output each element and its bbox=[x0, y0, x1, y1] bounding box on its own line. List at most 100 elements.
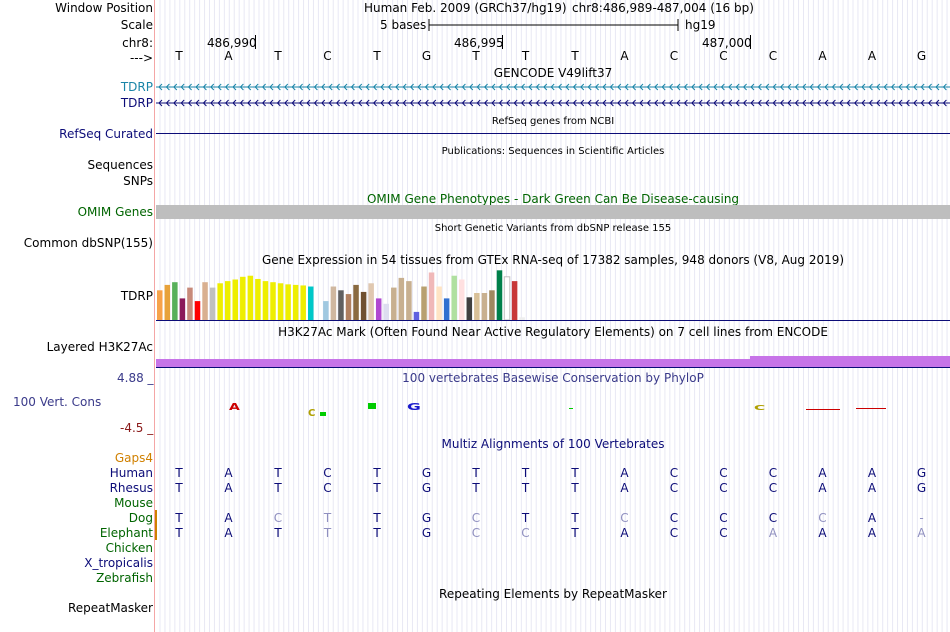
strand-arrow bbox=[528, 99, 533, 107]
gencode-transcript-2[interactable] bbox=[156, 98, 950, 108]
window-position[interactable]: chr8:486,989-487,004 (16 bp) bbox=[572, 1, 754, 15]
scale-bar bbox=[428, 19, 679, 31]
strand-arrow bbox=[713, 83, 718, 91]
strand-arrow bbox=[765, 99, 770, 107]
gencode-item-1-label[interactable]: TDRP bbox=[120, 80, 153, 94]
gtex-tissue-bar bbox=[413, 311, 420, 320]
strand-arrow bbox=[594, 99, 599, 107]
strand-arrow bbox=[631, 83, 636, 91]
aligned-base: A bbox=[224, 511, 233, 525]
gencode-item-2-label[interactable]: TDRP bbox=[120, 96, 153, 110]
strand-arrow bbox=[920, 99, 925, 107]
publications-sequences-label[interactable]: Sequences bbox=[87, 158, 153, 172]
strand-arrow bbox=[232, 83, 237, 91]
strand-arrow bbox=[728, 83, 733, 91]
phylop-logo[interactable]: A C G C bbox=[156, 398, 950, 422]
strand-arrow bbox=[395, 99, 400, 107]
dbsnp-title: Short Genetic Variants from dbSNP releas… bbox=[434, 223, 672, 234]
strand-arrow bbox=[624, 99, 629, 107]
species-label-human[interactable]: Human bbox=[109, 466, 153, 480]
strand-arrow bbox=[691, 83, 696, 91]
strand-arrow bbox=[432, 83, 437, 91]
strand-arrow bbox=[387, 83, 392, 91]
multiz-gaps-label[interactable]: Gaps4 bbox=[114, 451, 153, 465]
strand-arrow bbox=[491, 99, 496, 107]
strand-arrow bbox=[698, 83, 703, 91]
strand-arrow bbox=[350, 99, 355, 107]
gtex-tissue-bar bbox=[436, 286, 442, 320]
gtex-tissue-bar bbox=[406, 281, 412, 320]
strand-arrow bbox=[572, 83, 577, 91]
aligned-base: A bbox=[867, 466, 877, 480]
strand-arrow bbox=[787, 83, 792, 91]
strand-arrow bbox=[284, 83, 289, 91]
strand-arrow bbox=[165, 83, 170, 91]
gencode-transcript-1[interactable] bbox=[156, 82, 950, 92]
phylop-logo-t3 bbox=[368, 403, 376, 409]
strand-arrow bbox=[831, 83, 836, 91]
phylop-logo-a1: A bbox=[229, 401, 241, 412]
aligned-base: A bbox=[818, 466, 827, 480]
strand-arrow bbox=[269, 83, 274, 91]
species-label-mouse[interactable]: Mouse bbox=[114, 496, 153, 510]
species-label-dog[interactable]: Dog bbox=[128, 511, 153, 525]
phylop-logo-t2 bbox=[320, 412, 326, 416]
aligned-base: C bbox=[669, 511, 679, 525]
aligned-base: A bbox=[620, 526, 629, 540]
aligned-base: T bbox=[175, 526, 183, 540]
gencode-title: GENCODE V49lift37 bbox=[493, 66, 613, 80]
strand-arrow bbox=[683, 83, 688, 91]
strand-arrow bbox=[358, 99, 363, 107]
gtex-expression-chart[interactable] bbox=[156, 266, 950, 321]
aligned-base: C bbox=[620, 511, 629, 525]
aligned-base: T bbox=[274, 466, 282, 480]
strand-arrow bbox=[483, 83, 488, 91]
h3k27ac-signal-left[interactable] bbox=[156, 359, 750, 367]
species-label-chicken[interactable]: Chicken bbox=[105, 541, 153, 555]
refseq-label[interactable]: RefSeq Curated bbox=[59, 127, 153, 141]
refseq-gene-line[interactable] bbox=[156, 133, 950, 134]
species-label-rhesus[interactable]: Rhesus bbox=[109, 481, 153, 495]
gtex-tissue-bar bbox=[232, 279, 238, 320]
strand-arrow bbox=[173, 83, 178, 91]
aligned-base: T bbox=[175, 466, 183, 480]
repeatmasker-label[interactable]: RepeatMasker bbox=[67, 601, 153, 615]
strand-arrow bbox=[868, 99, 873, 107]
strand-arrow bbox=[439, 83, 444, 91]
species-label-x_tropicalis[interactable]: X_tropicalis bbox=[84, 556, 153, 570]
strand-arrow bbox=[210, 99, 215, 107]
species-label-elephant[interactable]: Elephant bbox=[99, 526, 153, 540]
omim-phenotype-bar[interactable] bbox=[156, 205, 950, 219]
strand-arrow bbox=[617, 99, 622, 107]
strand-arrow bbox=[661, 83, 666, 91]
strand-arrow bbox=[454, 99, 459, 107]
strand-arrow bbox=[313, 99, 318, 107]
reference-base: T bbox=[175, 49, 183, 63]
strand-arrow bbox=[927, 83, 932, 91]
strand-arrow bbox=[269, 99, 274, 107]
strand-arrow bbox=[261, 99, 266, 107]
gtex-tissue-bar bbox=[255, 278, 261, 320]
strand-arrow bbox=[572, 99, 577, 107]
strand-arrow bbox=[794, 83, 799, 91]
strand-arrow bbox=[631, 99, 636, 107]
strand-arrow bbox=[402, 99, 407, 107]
h3k27ac-signal-right[interactable] bbox=[750, 356, 950, 367]
gtex-tissue-bar bbox=[323, 301, 329, 320]
refseq-title: RefSeq genes from NCBI bbox=[491, 116, 615, 127]
dbsnp-label[interactable]: Common dbSNP(155) bbox=[23, 236, 153, 250]
aligned-base: T bbox=[274, 526, 282, 540]
gtex-label[interactable]: TDRP bbox=[120, 289, 153, 303]
h3k27ac-label[interactable]: Layered H3K27Ac bbox=[46, 340, 153, 354]
gtex-tissue-bar bbox=[194, 301, 201, 320]
phylop-label[interactable]: 100 Vert. Cons bbox=[13, 395, 102, 409]
species-label-zebrafish[interactable]: Zebrafish bbox=[96, 571, 153, 585]
omim-label[interactable]: OMIM Genes bbox=[77, 205, 153, 219]
strand-arrow bbox=[646, 83, 651, 91]
strand-arrow bbox=[876, 83, 881, 91]
assembly-name[interactable]: Human Feb. 2009 (GRCh37/hg19) bbox=[364, 1, 567, 15]
publications-snps-label[interactable]: SNPs bbox=[123, 174, 153, 188]
strand-arrow bbox=[291, 83, 296, 91]
gtex-tissue-bar bbox=[511, 281, 518, 320]
